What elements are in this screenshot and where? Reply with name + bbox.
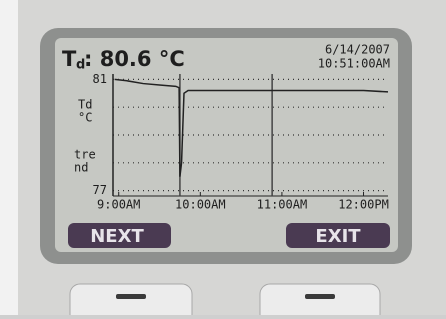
next-label[interactable]: NEXT	[90, 226, 144, 247]
soft-key-mark	[116, 294, 146, 299]
trend-label: tre	[74, 148, 96, 162]
reading: : 80.6 °C	[84, 47, 185, 71]
reading-symbol: T	[62, 47, 77, 71]
x-tick-label: 12:00PM	[338, 198, 389, 212]
x-tick-label: 9:00AM	[97, 198, 140, 212]
soft-key[interactable]	[260, 284, 380, 315]
y-label: °C	[78, 111, 92, 125]
y-tick-label: 77	[93, 183, 107, 197]
exit-label[interactable]: EXIT	[315, 226, 361, 247]
y-label: Td	[78, 98, 92, 112]
background	[0, 0, 18, 315]
x-tick-label: 10:00AM	[175, 198, 226, 212]
soft-key-mark	[305, 294, 335, 299]
y-tick-label: 81	[93, 72, 107, 86]
device: T d : 80.6 °C 6/14/2007 10:51:00AM Td °C…	[0, 0, 446, 315]
date: 6/14/2007	[325, 43, 390, 57]
time: 10:51:00AM	[318, 57, 390, 71]
x-tick-label: 11:00AM	[257, 198, 308, 212]
soft-key[interactable]	[70, 284, 192, 315]
trend-label: nd	[74, 161, 88, 175]
